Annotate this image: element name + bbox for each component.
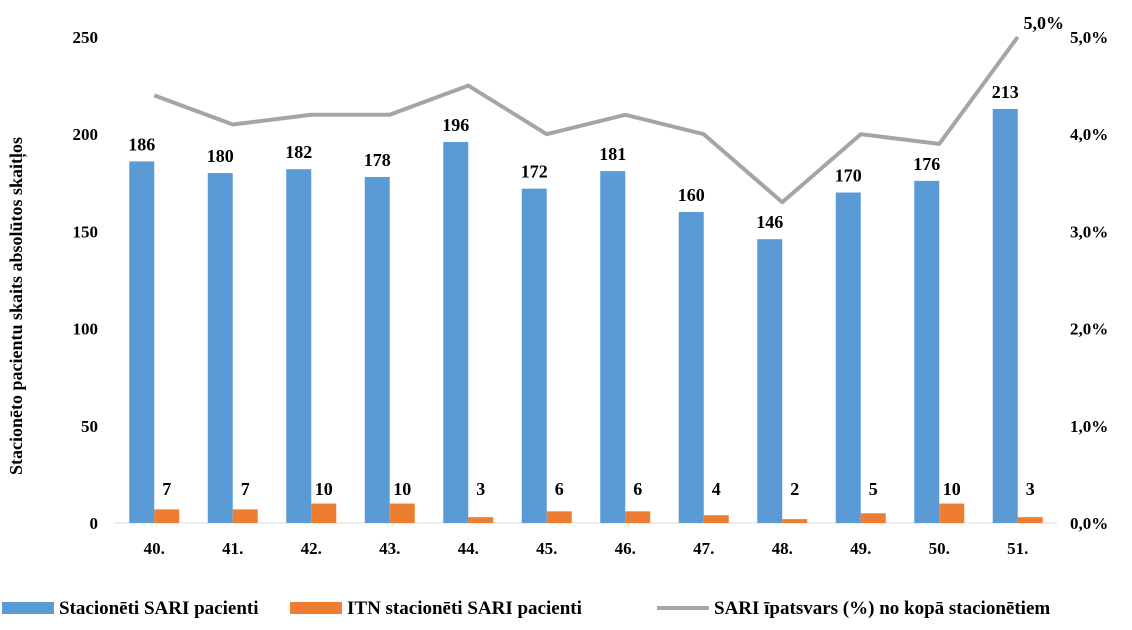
x-tick-label: 50. [929, 539, 950, 558]
y2-tick-label: 3,0% [1070, 222, 1108, 241]
bar [546, 511, 572, 523]
bar [600, 171, 626, 524]
data-label: 178 [364, 150, 391, 170]
bar [992, 108, 1018, 523]
line-data-label: 5,0% [1024, 13, 1065, 33]
legend-label: ITN stacionēti SARI pacienti [347, 598, 582, 619]
data-label: 6 [555, 479, 564, 499]
bar [207, 173, 233, 523]
y-tick-label: 150 [73, 222, 99, 241]
legend-swatch [2, 602, 54, 614]
y2-axis-ticks: 0,0% 1,0% 2,0% 3,0% 4,0% 5,0% [1070, 28, 1108, 533]
data-label: 213 [992, 82, 1019, 102]
data-label: 7 [162, 479, 171, 499]
legend-label: SARI īpatsvars (%) no kopā stacionētiem [714, 598, 1050, 619]
bar [703, 515, 729, 523]
x-axis-ticks: 40. 41. 42. 43. 44. 45. 46. 47. 48. 49. 50. 51. [144, 539, 1029, 558]
x-tick-label: 51. [1007, 539, 1028, 558]
bar [443, 141, 469, 523]
legend: Stacionēti SARI pacienti ITN stacionēti S… [2, 598, 1050, 619]
data-label: 10 [315, 479, 333, 499]
bar [389, 503, 415, 523]
y-tick-label: 0 [90, 514, 99, 533]
y2-tick-label: 5,0% [1070, 28, 1108, 47]
bar [521, 188, 547, 523]
data-label: 170 [835, 166, 862, 186]
x-tick-label: 47. [693, 539, 714, 558]
bar [939, 503, 965, 523]
data-label: 182 [285, 142, 312, 162]
y2-tick-label: 1,0% [1070, 417, 1108, 436]
y-axis-title: Stacionēto pacientu skaits absolūtos ska… [6, 137, 27, 475]
x-tick-label: 40. [144, 539, 165, 558]
bar [154, 509, 180, 523]
y-tick-label: 200 [73, 125, 99, 144]
bar [129, 161, 155, 523]
data-label: 181 [599, 144, 626, 164]
data-label: 172 [521, 162, 548, 182]
x-tick-label: 49. [850, 539, 871, 558]
data-label: 196 [442, 115, 469, 135]
x-tick-label: 48. [772, 539, 793, 558]
data-labels-group: 186 7 180 7 182 10 178 10 196 3 172 6 181 6 160 4 146 2 17… [128, 13, 1064, 499]
y2-tick-label: 0,0% [1070, 514, 1108, 533]
bar [1017, 517, 1043, 523]
y-tick-label: 250 [73, 28, 99, 47]
bar [286, 169, 312, 523]
bar [757, 239, 783, 523]
bar [232, 509, 258, 523]
bar [364, 176, 390, 523]
x-tick-label: 44. [458, 539, 479, 558]
data-label: 7 [241, 479, 250, 499]
data-label: 4 [712, 479, 721, 499]
data-label: 180 [207, 146, 234, 166]
data-label: 6 [633, 479, 642, 499]
bar [625, 511, 651, 523]
x-tick-label: 42. [301, 539, 322, 558]
data-label: 146 [756, 212, 783, 232]
data-label: 10 [943, 479, 961, 499]
data-label: 3 [1026, 479, 1035, 499]
legend-swatch [290, 602, 342, 614]
y2-tick-label: 4,0% [1070, 125, 1108, 144]
line-series-group [153, 35, 1020, 205]
y-tick-label: 100 [73, 320, 99, 339]
data-label: 5 [869, 479, 878, 499]
y-tick-label: 50 [81, 417, 98, 436]
bar [311, 503, 337, 523]
bar [835, 192, 861, 523]
data-label: 160 [678, 185, 705, 205]
y-axis-ticks: 0 50 100 150 200 250 [73, 28, 99, 533]
bars-group [129, 108, 1043, 524]
x-tick-label: 41. [222, 539, 243, 558]
data-label: 3 [476, 479, 485, 499]
y2-tick-label: 2,0% [1070, 320, 1108, 339]
bar [678, 211, 704, 523]
data-label: 176 [913, 154, 940, 174]
x-tick-label: 46. [615, 539, 636, 558]
bar [914, 180, 940, 523]
bar [860, 513, 886, 523]
data-label: 10 [393, 479, 411, 499]
bar [468, 517, 494, 523]
line-series [153, 35, 1020, 205]
x-tick-label: 45. [536, 539, 557, 558]
bar [782, 519, 808, 523]
data-label: 186 [128, 134, 155, 154]
legend-label: Stacionēti SARI pacienti [59, 598, 259, 619]
x-tick-label: 43. [379, 539, 400, 558]
data-label: 2 [790, 479, 799, 499]
